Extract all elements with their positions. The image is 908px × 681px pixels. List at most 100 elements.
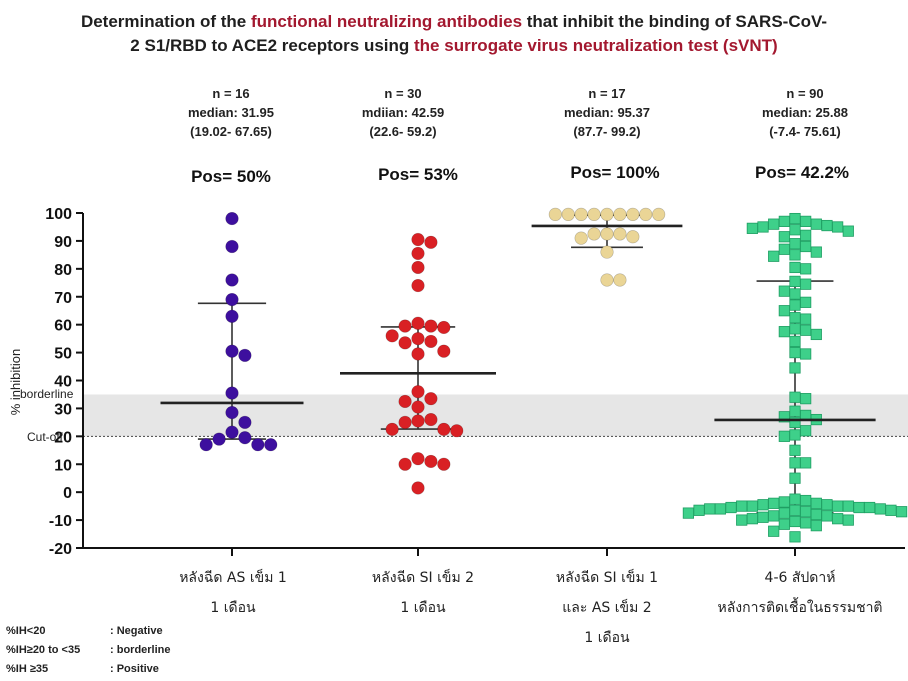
borderline-annotation: borderline (20, 387, 74, 401)
data-point (832, 513, 844, 525)
group-positive-rate-2: Pos= 53% (378, 165, 458, 184)
legend-negative: %IH<20: Negative (6, 625, 163, 637)
data-point (587, 207, 601, 221)
data-point (424, 235, 438, 249)
group-positive-rate-3: Pos= 100% (570, 163, 660, 182)
data-point (789, 323, 801, 335)
data-point (251, 438, 265, 452)
data-point (238, 431, 252, 445)
data-point (411, 316, 425, 330)
data-point (746, 500, 758, 512)
data-point (411, 260, 425, 275)
data-point (789, 299, 801, 311)
data-point (821, 499, 833, 511)
data-point (411, 332, 425, 346)
data-point (600, 207, 614, 221)
y-tick-label: -10 (49, 513, 72, 530)
data-point (800, 324, 812, 336)
data-point (714, 503, 726, 515)
data-point (736, 500, 748, 512)
y-tick-label: 0 (63, 485, 72, 502)
data-point (789, 224, 801, 236)
data-point (789, 493, 801, 505)
data-point (778, 231, 790, 243)
data-point (385, 329, 399, 343)
y-tick-label: 80 (54, 262, 72, 279)
data-point (800, 296, 812, 308)
data-point (398, 319, 412, 333)
data-point (800, 425, 812, 437)
data-point (789, 504, 801, 516)
data-point (398, 457, 412, 471)
data-point (736, 514, 748, 526)
title-highlight-svnt: the surrogate virus neutralization test … (414, 36, 778, 55)
data-point (199, 438, 213, 452)
y-tick-label: 100 (45, 206, 72, 223)
y-tick-label: 70 (54, 290, 72, 307)
x-label-group-4: 4-6 สัปดาห์ หลังการติดเชื้อในธรรมชาติ (717, 570, 883, 616)
data-point (385, 422, 399, 436)
data-point (810, 497, 822, 509)
data-point (411, 385, 425, 399)
data-point (437, 422, 451, 436)
y-tick-label: -20 (49, 541, 72, 558)
data-point (810, 520, 822, 532)
data-point (800, 240, 812, 253)
data-point (789, 457, 801, 469)
data-point (238, 415, 252, 429)
data-point (800, 457, 812, 469)
data-point (832, 221, 844, 233)
data-point (225, 406, 239, 420)
y-axis-label: % inhibition (8, 349, 23, 416)
data-point (613, 227, 627, 241)
data-point (778, 507, 790, 519)
data-point (225, 211, 239, 226)
data-point (613, 207, 627, 221)
data-point (238, 348, 252, 362)
data-point (411, 246, 425, 261)
data-point (800, 393, 812, 405)
data-point (264, 438, 278, 452)
title-highlight-antibodies: functional neutralizing antibodies (250, 12, 523, 31)
data-point (800, 263, 812, 275)
data-point (778, 518, 790, 530)
group-stats-1: n = 16 median: 31.95 (19.02- 67.65) (188, 86, 274, 139)
data-point (626, 230, 640, 244)
data-point (789, 212, 801, 225)
data-point (561, 207, 575, 221)
data-point (810, 218, 822, 230)
data-point (411, 452, 425, 466)
data-point (600, 273, 614, 287)
data-point (768, 250, 780, 262)
data-point (704, 503, 716, 515)
data-point (757, 511, 769, 523)
data-point (789, 238, 801, 250)
data-point (574, 231, 588, 245)
data-point (800, 215, 812, 227)
data-point (587, 227, 601, 241)
data-point (789, 249, 801, 261)
data-point (800, 506, 812, 518)
data-point (411, 347, 425, 361)
group-stats-2: n = 30 mdiian: 42.59 (22.6- 59.2) (361, 86, 445, 139)
data-point (789, 288, 801, 300)
data-point (810, 246, 822, 258)
data-point (821, 510, 833, 522)
data-point (789, 416, 801, 428)
data-point (842, 225, 854, 237)
y-tick-label: 10 (54, 457, 72, 474)
data-point (789, 335, 801, 348)
data-point (778, 243, 790, 255)
data-point (778, 430, 790, 442)
data-point (800, 229, 812, 241)
data-point (789, 362, 801, 374)
data-point (842, 514, 854, 526)
data-point (757, 221, 769, 233)
data-point (789, 312, 801, 324)
data-point (225, 292, 239, 307)
data-point (789, 531, 801, 543)
data-point (810, 328, 822, 341)
data-point (800, 494, 812, 507)
